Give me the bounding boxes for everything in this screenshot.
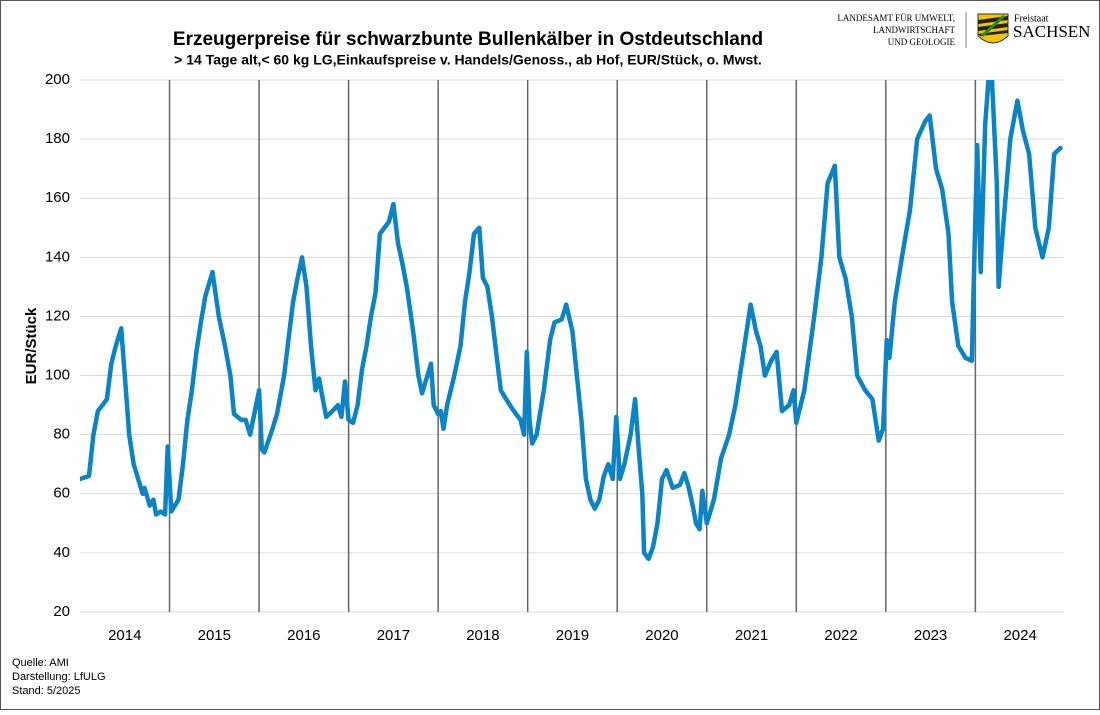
y-tick-label: 160 bbox=[45, 189, 70, 206]
logo-text: LANDESAMT FÜR UMWELT, bbox=[837, 13, 955, 23]
series bbox=[80, 80, 1063, 562]
x-tick-label: 2017 bbox=[377, 627, 410, 644]
logo-text: UND GEOLOGIE bbox=[888, 37, 956, 47]
x-tick-label: 2018 bbox=[466, 627, 499, 644]
note: Quelle: AMI bbox=[12, 657, 69, 669]
price-line bbox=[80, 80, 1063, 562]
x-tick-label: 2015 bbox=[198, 627, 231, 644]
y-tick-label: 20 bbox=[53, 603, 70, 620]
x-tick-label: 2021 bbox=[735, 627, 768, 644]
logo-crown bbox=[980, 14, 1006, 38]
logo: LANDESAMT FÜR UMWELT, LANDWIRTSCHAFT UND… bbox=[837, 12, 1090, 48]
y-axis-label: EUR/Stück bbox=[23, 307, 40, 384]
x-tick-label: 2024 bbox=[1003, 627, 1036, 644]
x-tick-label: 2022 bbox=[824, 627, 857, 644]
note: Stand: 5/2025 bbox=[12, 685, 81, 697]
note: Darstellung: LfULG bbox=[12, 671, 106, 683]
y-tick-label: 100 bbox=[45, 367, 70, 384]
logo-text: Freistaat bbox=[1014, 13, 1049, 24]
chart-title: Erzeugerpreise für schwarzbunte Bullenkä… bbox=[173, 29, 763, 50]
logo-text: SACHSEN bbox=[1013, 22, 1090, 41]
x-tick-label: 2019 bbox=[556, 627, 589, 644]
y-tick-label: 180 bbox=[45, 130, 70, 147]
y-tick-label: 120 bbox=[45, 307, 70, 324]
y-tick-label: 40 bbox=[53, 544, 70, 561]
chart-subtitle: > 14 Tage alt,< 60 kg LG,Einkaufspreise … bbox=[174, 52, 762, 68]
y-tick-label: 60 bbox=[53, 485, 70, 502]
y-tick-label: 80 bbox=[53, 426, 70, 443]
x-tick-label: 2014 bbox=[108, 627, 141, 644]
y-tick-label: 200 bbox=[45, 71, 70, 88]
logo-text: LANDWIRTSCHAFT bbox=[873, 25, 955, 35]
x-tick-label: 2016 bbox=[287, 627, 320, 644]
y-tick-label: 140 bbox=[45, 248, 70, 265]
x-tick-label: 2023 bbox=[914, 627, 947, 644]
x-tick-label: 2020 bbox=[645, 627, 678, 644]
